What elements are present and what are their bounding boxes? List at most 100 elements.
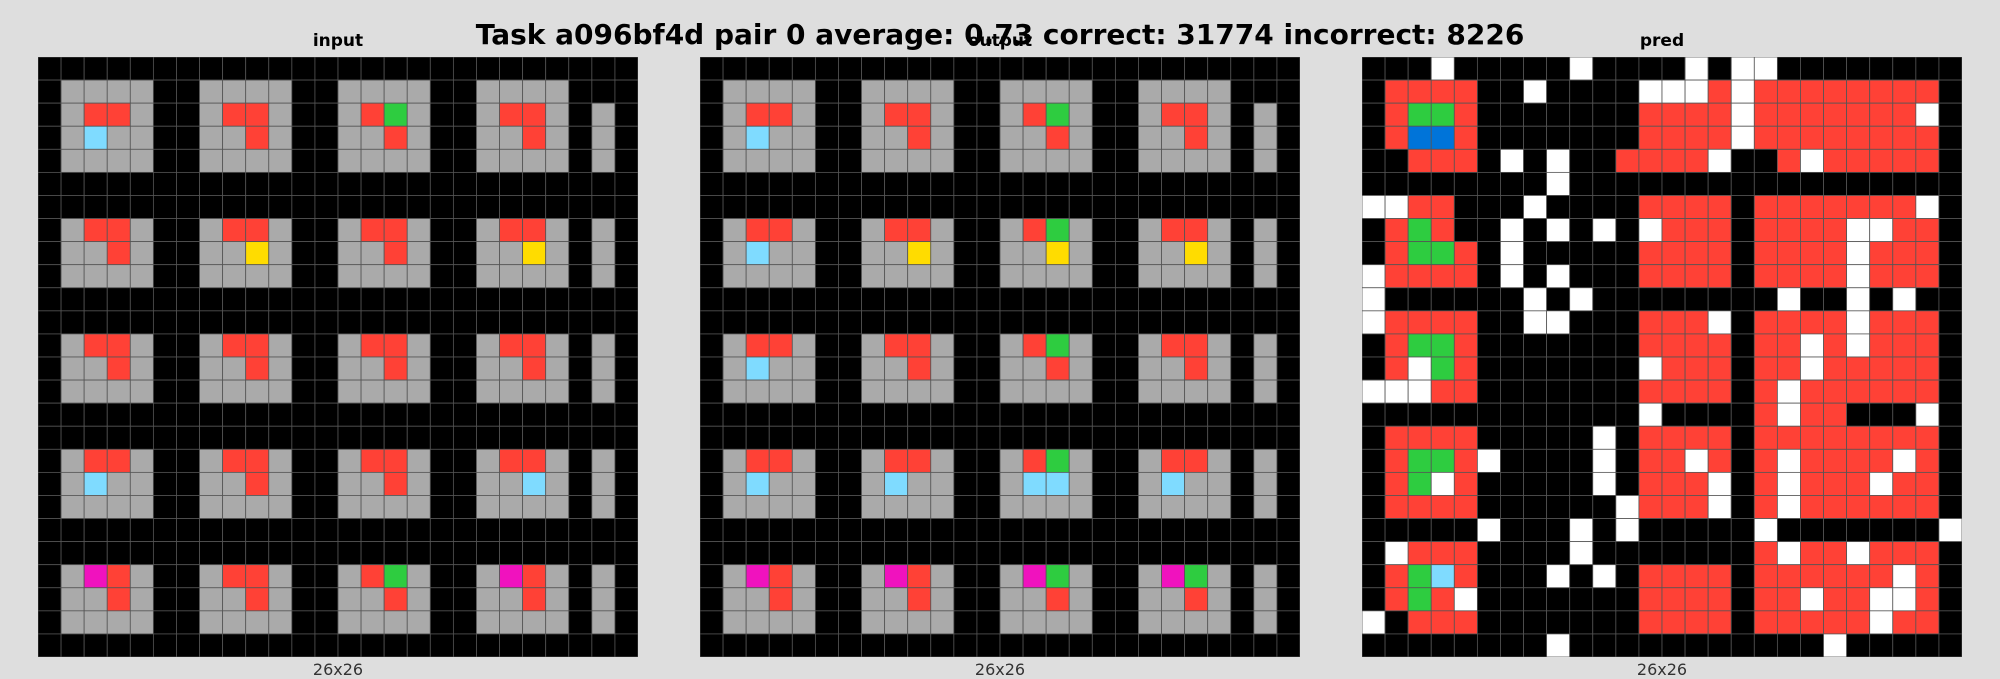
grid-cell [545, 587, 570, 612]
grid-cell [1707, 448, 1732, 473]
grid-cell [1915, 564, 1940, 589]
grid-cell [930, 195, 955, 219]
grid-cell [930, 171, 955, 196]
grid-cell [568, 564, 593, 589]
grid-cell [976, 471, 1001, 496]
grid-cell [953, 333, 978, 358]
grid-cell [199, 57, 224, 81]
grid-cell [1091, 518, 1116, 543]
grid-cell [1546, 79, 1571, 104]
grid-cell [476, 587, 500, 612]
grid-cell [1638, 287, 1663, 312]
grid-cell [591, 310, 616, 335]
grid-cell [1684, 333, 1709, 358]
grid-cell [614, 518, 638, 543]
grid-cell [1384, 633, 1409, 657]
grid-cell [1138, 471, 1162, 496]
grid-cell [1091, 171, 1116, 196]
grid-cell [1207, 541, 1232, 566]
grid-cell [1523, 79, 1548, 104]
grid-cell [861, 518, 886, 543]
grid-cell [268, 333, 293, 358]
grid-cell [1523, 241, 1548, 266]
grid-cell [1938, 518, 1962, 543]
grid-cell [38, 310, 62, 335]
grid-cell [1892, 610, 1917, 635]
grid-cell [1114, 79, 1139, 104]
grid-cell [700, 587, 724, 612]
grid-cell [1253, 610, 1278, 635]
grid-cell [152, 310, 177, 335]
grid-cell [884, 541, 909, 566]
grid-cell [1684, 287, 1709, 312]
grid-cell [152, 79, 177, 104]
grid-cell [1184, 448, 1209, 473]
grid-cell [429, 610, 454, 635]
grid-cell [814, 379, 839, 404]
grid-cell [1276, 310, 1300, 335]
grid-cell [199, 425, 224, 450]
grid-cell [861, 125, 886, 150]
grid-cell [1453, 379, 1478, 404]
grid-cell [1384, 102, 1409, 127]
grid-cell [106, 541, 131, 566]
grid-cell [1523, 171, 1548, 196]
grid-cell [1184, 310, 1209, 335]
grid-cell [60, 333, 85, 358]
grid-cell [1184, 125, 1209, 150]
grid-cell [1776, 102, 1801, 127]
grid-cell [83, 287, 108, 312]
grid-cell [499, 148, 524, 173]
grid-cell [1615, 564, 1640, 589]
grid-cell [245, 171, 270, 196]
grid-cell [106, 57, 131, 81]
grid-cell [1707, 425, 1732, 450]
grid-cell [999, 218, 1024, 243]
grid-cell [337, 57, 362, 81]
grid-cell [907, 356, 932, 381]
grid-cell [700, 264, 724, 289]
grid-cell [907, 125, 932, 150]
grid-cell [1068, 125, 1093, 150]
grid-cell [1184, 379, 1209, 404]
grid-cell [1022, 125, 1047, 150]
grid-cell [591, 633, 616, 657]
grid-cell [452, 102, 477, 127]
grid-cell [383, 148, 408, 173]
grid-cell [1730, 218, 1755, 243]
grid-cell [476, 495, 500, 519]
grid-cell [768, 79, 793, 104]
grid-cell [1546, 379, 1571, 404]
grid-cell [129, 195, 154, 219]
grid-cell [1453, 57, 1478, 81]
grid-cell [1869, 448, 1894, 473]
grid-cell [591, 471, 616, 496]
grid-cell [452, 610, 477, 635]
grid-cell [1230, 102, 1255, 127]
grid-cell [1453, 518, 1478, 543]
grid-cell [884, 633, 909, 657]
grid-cell [106, 125, 131, 150]
grid-cell [1800, 195, 1824, 219]
grid-cell [1138, 564, 1162, 589]
grid-cell [1207, 218, 1232, 243]
grid-cell [360, 379, 385, 404]
grid-cell [314, 518, 339, 543]
grid-cell [1592, 471, 1617, 496]
grid-cell [791, 241, 816, 266]
grid-cell [1230, 471, 1255, 496]
grid-cell [476, 241, 500, 266]
grid-cell [591, 495, 616, 519]
grid-cell [1091, 448, 1116, 473]
grid-cell [568, 171, 593, 196]
grid-cell [930, 402, 955, 427]
grid-cell [1823, 79, 1848, 104]
grid-cell [884, 402, 909, 427]
grid-cell [976, 633, 1001, 657]
grid-cell [1800, 541, 1824, 566]
grid-cell [176, 356, 200, 381]
grid-cell [1253, 333, 1278, 358]
grid-cell [1753, 495, 1778, 519]
grid-cell [176, 310, 200, 335]
grid-cell [976, 425, 1001, 450]
